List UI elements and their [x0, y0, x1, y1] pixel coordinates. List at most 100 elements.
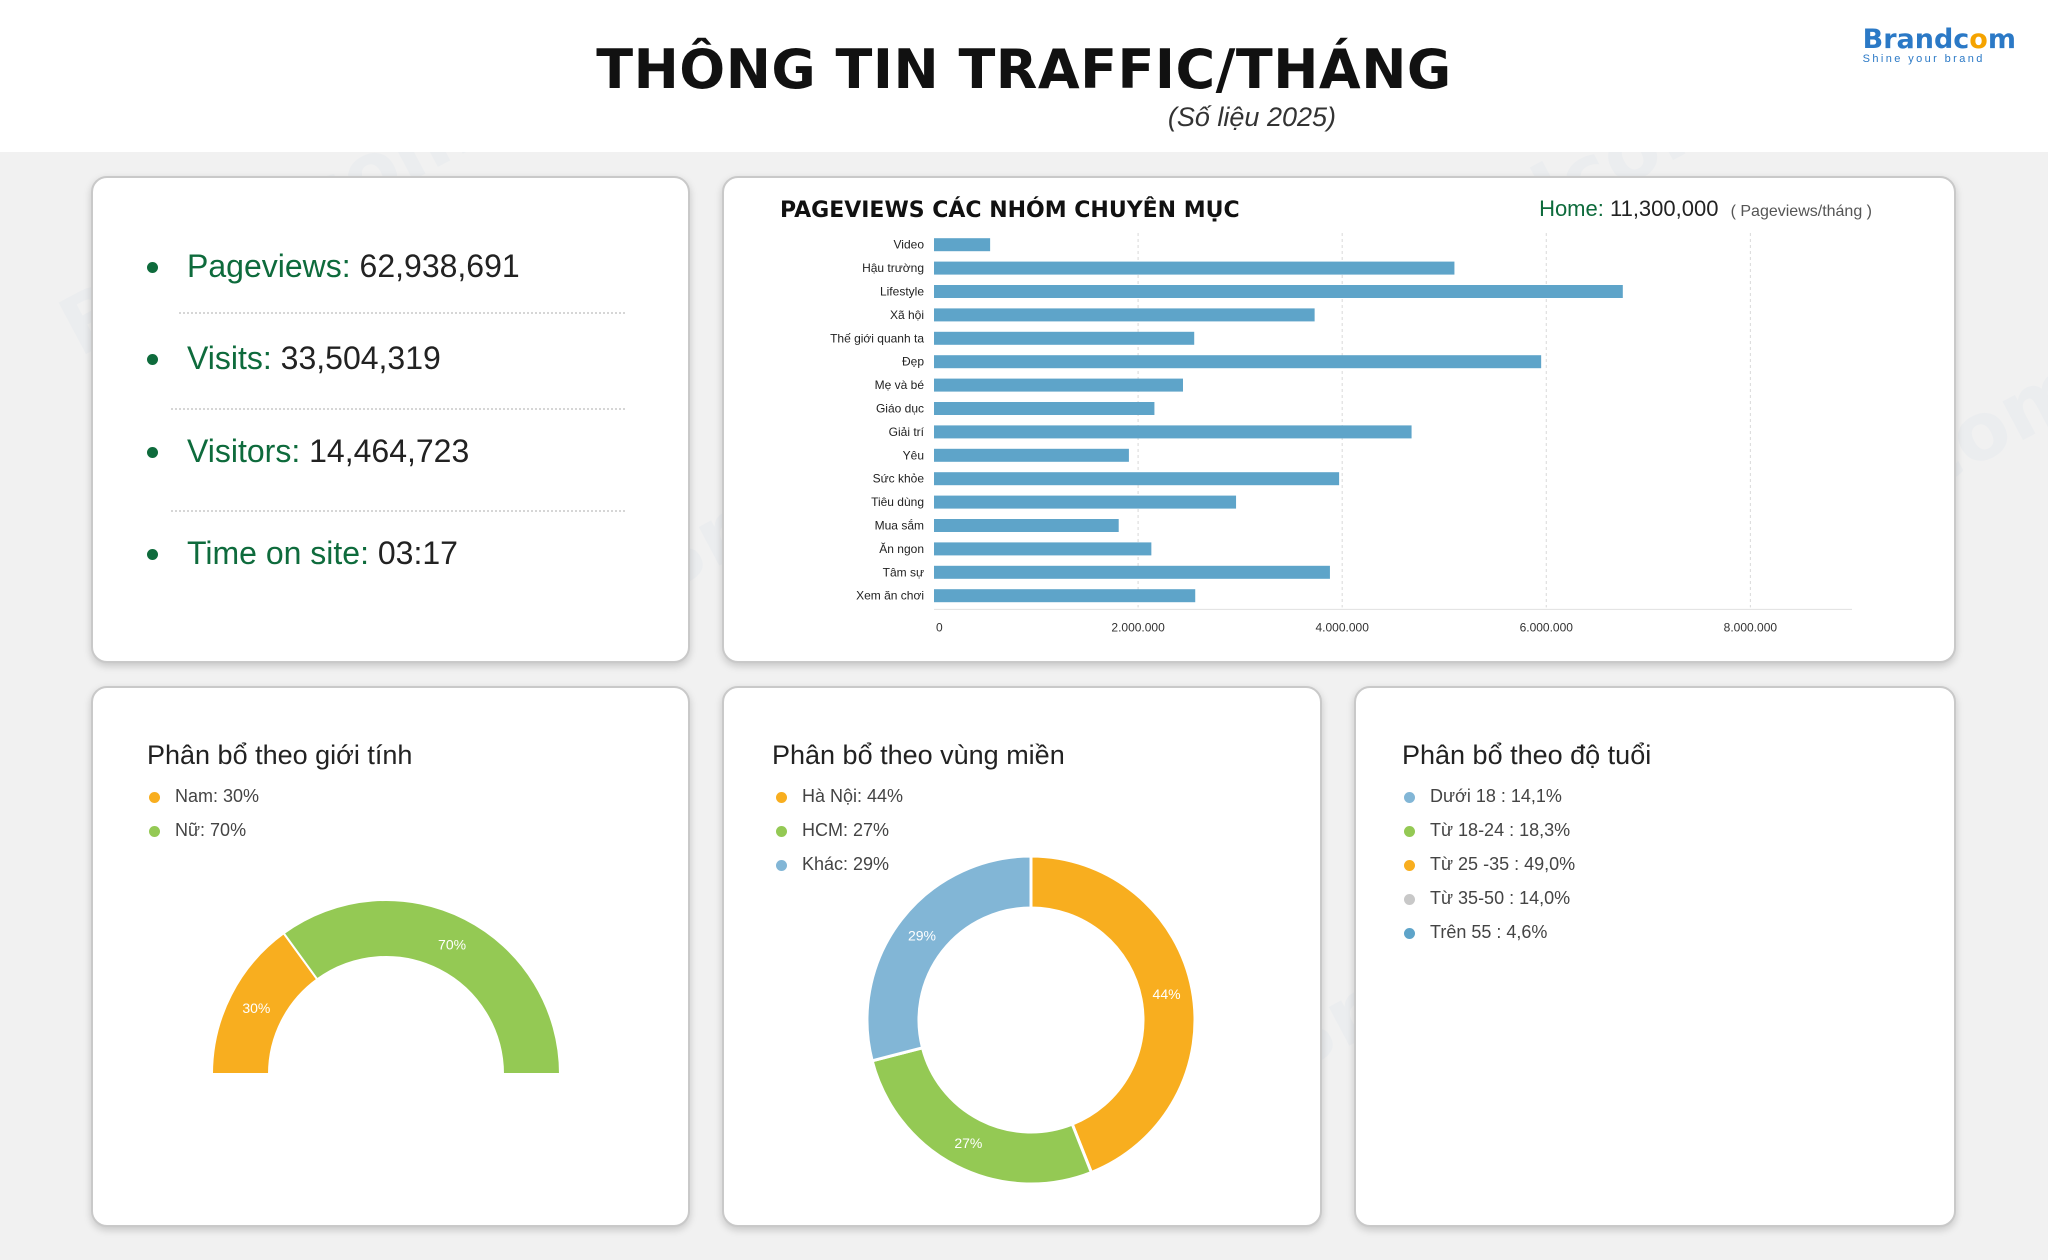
region-title: Phân bổ theo vùng miền	[772, 740, 1065, 770]
gender-legend: Nam: 30% Nữ: 70%	[147, 786, 259, 854]
bar	[934, 472, 1340, 486]
legend-item: Từ 25 -35 : 49,0%	[1402, 854, 1575, 888]
bar	[934, 285, 1623, 298]
stats-card: Pageviews: 62,938,691 Visits: 33,504,319…	[91, 176, 690, 663]
category-label: Xã hội	[890, 308, 924, 322]
legend-item: Dưới 18 : 14,1%	[1402, 786, 1575, 820]
legend-dot-icon	[776, 860, 787, 871]
bar	[934, 261, 1455, 275]
bar	[934, 308, 1315, 322]
age-legend: Dưới 18 : 14,1% Từ 18-24 : 18,3% Từ 25 -…	[1402, 786, 1575, 956]
stat-value: 62,938,691	[359, 248, 520, 284]
x-tick-label: 2.000.000	[1111, 620, 1165, 634]
age-title: Phân bổ theo độ tuổi	[1402, 740, 1652, 770]
bullet-icon	[147, 447, 158, 458]
page-header: THÔNG TIN TRAFFIC/THÁNG (Số liệu 2025) B…	[0, 0, 2048, 152]
bar	[934, 355, 1542, 369]
age-card: Phân bổ theo độ tuổi Dưới 18 : 14,1% Từ …	[1354, 686, 1956, 1227]
home-unit: ( Pageviews/tháng )	[1730, 203, 1872, 220]
bar	[934, 542, 1152, 556]
category-label: Mua sắm	[875, 518, 924, 533]
bullet-icon	[147, 262, 158, 273]
category-label: Ăn ngon	[879, 541, 924, 556]
category-label: Sức khỏe	[873, 472, 925, 486]
bar	[934, 589, 1196, 603]
x-tick-label: 6.000.000	[1520, 620, 1574, 634]
legend-item: Nam: 30%	[147, 786, 259, 820]
legend-dot-icon	[149, 826, 160, 837]
category-label: Video	[894, 238, 925, 252]
slice	[870, 1046, 1094, 1186]
region-donut: 44% 27% 29%	[865, 854, 1197, 1186]
stat-value: 33,504,319	[280, 340, 441, 376]
slice-label: 27%	[954, 1135, 982, 1151]
divider	[171, 510, 625, 512]
bar	[934, 448, 1129, 462]
stat-label: Visits:	[187, 340, 272, 376]
bar	[934, 565, 1330, 579]
bar	[934, 519, 1119, 532]
stat-label: Time on site:	[187, 535, 369, 571]
bar	[934, 331, 1195, 345]
slice-label: 30%	[242, 1000, 270, 1016]
legend-item: HCM: 27%	[774, 820, 903, 854]
divider	[179, 312, 625, 314]
legend-item: Trên 55 : 4,6%	[1402, 922, 1575, 956]
category-label: Yêu	[903, 448, 924, 462]
category-label: Đẹp	[902, 355, 924, 369]
bar	[934, 238, 991, 252]
legend-item: Hà Nội: 44%	[774, 786, 903, 820]
chart-title: PAGEVIEWS CÁC NHÓM CHUYÊN MỤC	[780, 198, 1240, 223]
slice-label: 29%	[908, 927, 936, 943]
brand-tagline: Shine your brand	[1862, 53, 1985, 65]
legend-dot-icon	[776, 792, 787, 803]
stat-time-on-site: Time on site: 03:17	[147, 535, 458, 572]
home-label: Home:	[1539, 196, 1604, 221]
stat-visits: Visits: 33,504,319	[147, 340, 441, 377]
region-legend: Hà Nội: 44% HCM: 27% Khác: 29%	[774, 786, 903, 888]
legend-dot-icon	[1404, 826, 1415, 837]
slice-label: 70%	[438, 936, 466, 952]
category-label: Tâm sự	[883, 565, 924, 579]
legend-dot-icon	[1404, 792, 1415, 803]
category-label: Tiêu dùng	[871, 495, 924, 509]
x-tick-label: 8.000.000	[1724, 620, 1778, 634]
category-label: Mẹ và bé	[875, 378, 925, 392]
stat-value: 03:17	[377, 535, 458, 571]
stat-pageviews: Pageviews: 62,938,691	[147, 248, 520, 285]
bar	[934, 378, 1183, 392]
category-label: Thế giới quanh ta	[830, 331, 924, 345]
category-label: Xem ăn chơi	[856, 589, 924, 603]
bullet-icon	[147, 354, 158, 365]
slice-label: 44%	[1153, 986, 1181, 1002]
stat-visitors: Visitors: 14,464,723	[147, 433, 470, 470]
bar	[934, 425, 1412, 439]
bar	[934, 402, 1155, 415]
brand-logo: Brandcom Shine your brand	[1863, 24, 2016, 65]
legend-item: Khác: 29%	[774, 854, 903, 888]
legend-dot-icon	[1404, 860, 1415, 871]
stat-value: 14,464,723	[309, 433, 470, 469]
slice	[865, 854, 1033, 1063]
category-label: Hậu trường	[862, 261, 924, 275]
legend-dot-icon	[149, 792, 160, 803]
bullet-icon	[147, 549, 158, 560]
x-tick-label: 4.000.000	[1315, 620, 1369, 634]
category-label: Giải trí	[889, 425, 925, 439]
category-label: Giáo dục	[876, 402, 924, 416]
pageviews-chart-card: PAGEVIEWS CÁC NHÓM CHUYÊN MỤC Home: 11,3…	[722, 176, 1956, 663]
home-value: 11,300,000	[1609, 196, 1719, 221]
divider	[171, 408, 625, 410]
slice	[282, 899, 562, 1075]
page-title: THÔNG TIN TRAFFIC/THÁNG	[596, 38, 1452, 101]
gender-half-donut: 30% 70%	[210, 899, 562, 1075]
page-subtitle: (Số liệu 2025)	[1167, 102, 1336, 132]
region-card: Phân bổ theo vùng miền Hà Nội: 44% HCM: …	[722, 686, 1322, 1227]
brand-name: Brandcom	[1862, 24, 2016, 55]
bar-chart: 0 2.000.000 4.000.000 6.000.000 8.000.000 Vid…	[830, 233, 1852, 634]
legend-item: Từ 18-24 : 18,3%	[1402, 820, 1575, 854]
legend-item: Nữ: 70%	[147, 820, 259, 854]
stat-label: Visitors:	[187, 433, 301, 469]
legend-dot-icon	[1404, 928, 1415, 939]
category-label: Lifestyle	[880, 285, 924, 299]
